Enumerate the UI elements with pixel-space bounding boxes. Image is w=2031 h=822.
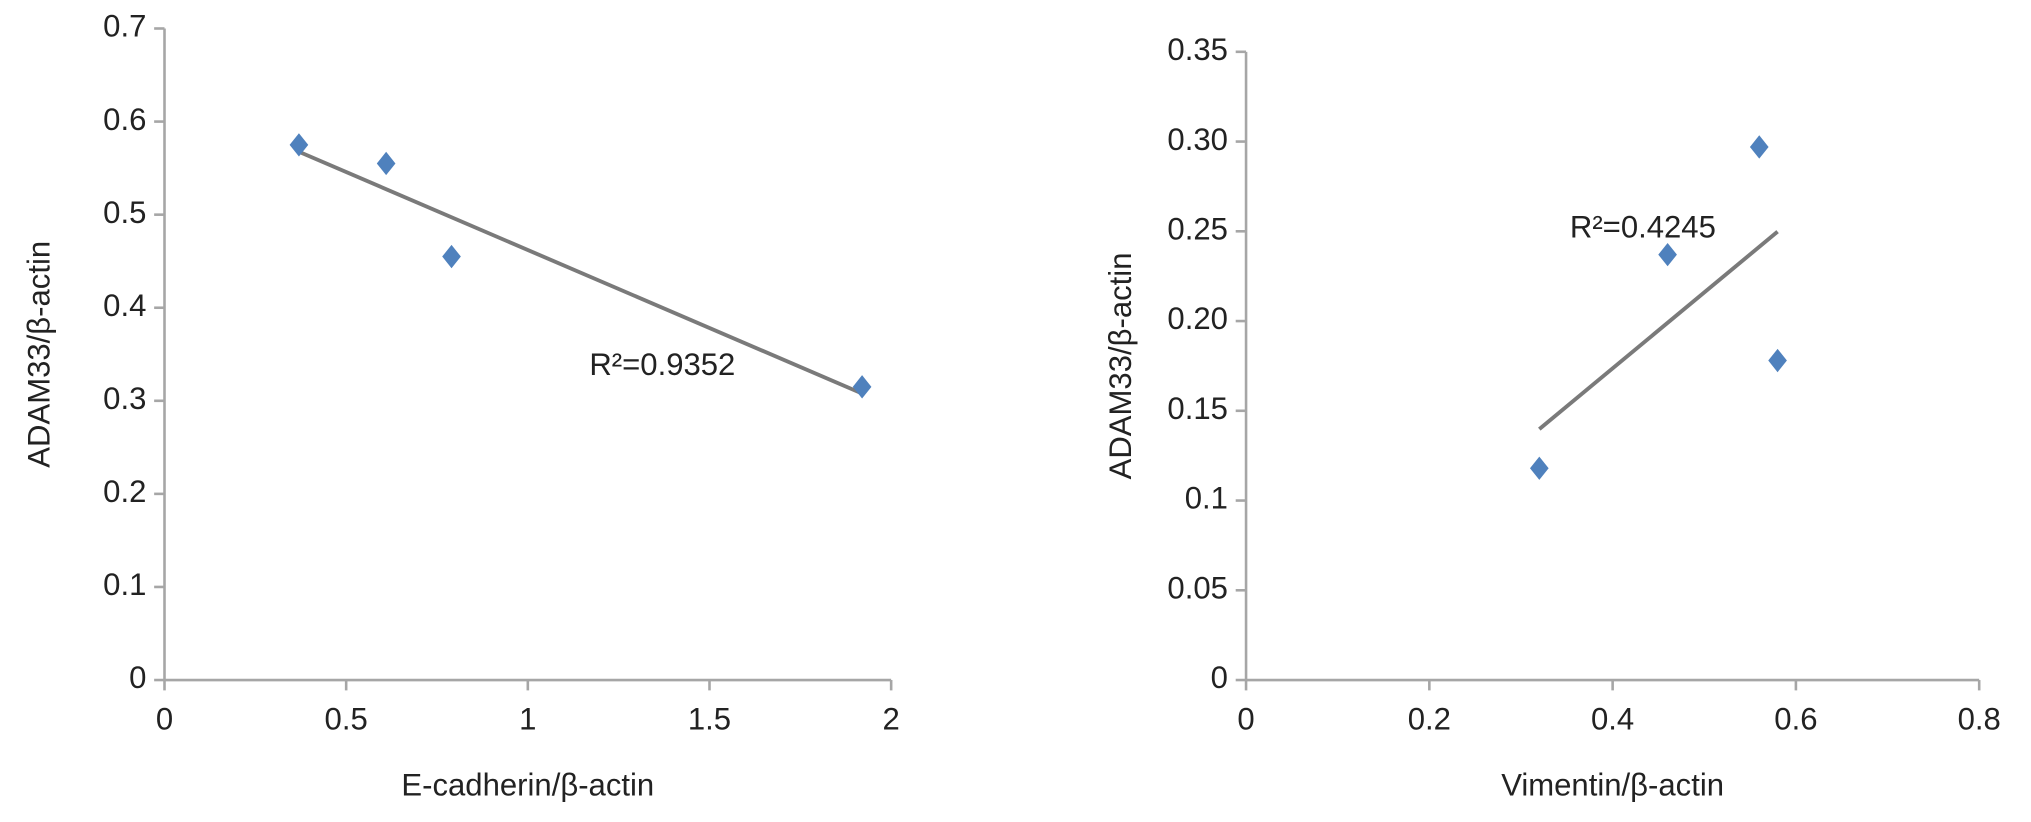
annotation: R²=0.4245 — [1570, 209, 1716, 244]
x-axis-label: E-cadherin/β-actin — [401, 768, 654, 803]
y-tick-label: 0.4 — [103, 288, 146, 323]
y-axis-label: ADAM33/β-actin — [1103, 252, 1138, 479]
x-tick-label: 1.5 — [688, 702, 731, 737]
scatter-point — [1658, 242, 1677, 267]
scatter-point — [376, 151, 396, 176]
y-tick-label: 0.2 — [103, 474, 146, 509]
x-tick-label: 0.5 — [325, 702, 368, 737]
x-tick-label: 0 — [1237, 702, 1254, 737]
scatter-point — [1749, 135, 1769, 159]
x-tick-label: 0 — [156, 702, 173, 737]
x-tick-label: 2 — [883, 702, 900, 737]
trendline — [298, 149, 863, 396]
x-tick-label: 1 — [519, 702, 536, 737]
scatter-point — [1768, 348, 1787, 373]
y-tick-label: 0.6 — [103, 102, 146, 137]
y-tick-label: 0 — [129, 660, 146, 695]
trendline — [1538, 230, 1779, 431]
x-axis-label: Vimentin/β-actin — [1501, 768, 1724, 803]
scatter-point — [852, 375, 872, 399]
y-axis-label: ADAM33/β-actin — [22, 241, 57, 468]
y-tick-label: 0.35 — [1167, 32, 1228, 67]
scatter-point — [442, 244, 461, 269]
y-tick-label: 0.20 — [1167, 301, 1228, 336]
y-tick-label: 0.3 — [103, 381, 146, 416]
annotation: R²=0.9352 — [589, 347, 735, 382]
y-tick-label: 0.5 — [103, 195, 146, 230]
y-tick-label: 0.05 — [1167, 570, 1228, 605]
y-tick-label: 0 — [1211, 660, 1228, 695]
y-tick-label: 0.7 — [103, 9, 146, 44]
scatter-point — [1529, 456, 1549, 480]
x-tick-label: 0.8 — [1958, 702, 2001, 737]
x-tick-label: 0.2 — [1408, 702, 1451, 737]
y-tick-label: 0.30 — [1167, 122, 1228, 157]
x-tick-label: 0.4 — [1591, 702, 1634, 737]
y-tick-label: 0.1 — [1185, 481, 1228, 516]
y-tick-label: 0.1 — [103, 567, 146, 602]
x-tick-label: 0.6 — [1774, 702, 1817, 737]
y-tick-label: 0.15 — [1167, 391, 1228, 426]
y-tick-label: 0.25 — [1167, 212, 1228, 247]
